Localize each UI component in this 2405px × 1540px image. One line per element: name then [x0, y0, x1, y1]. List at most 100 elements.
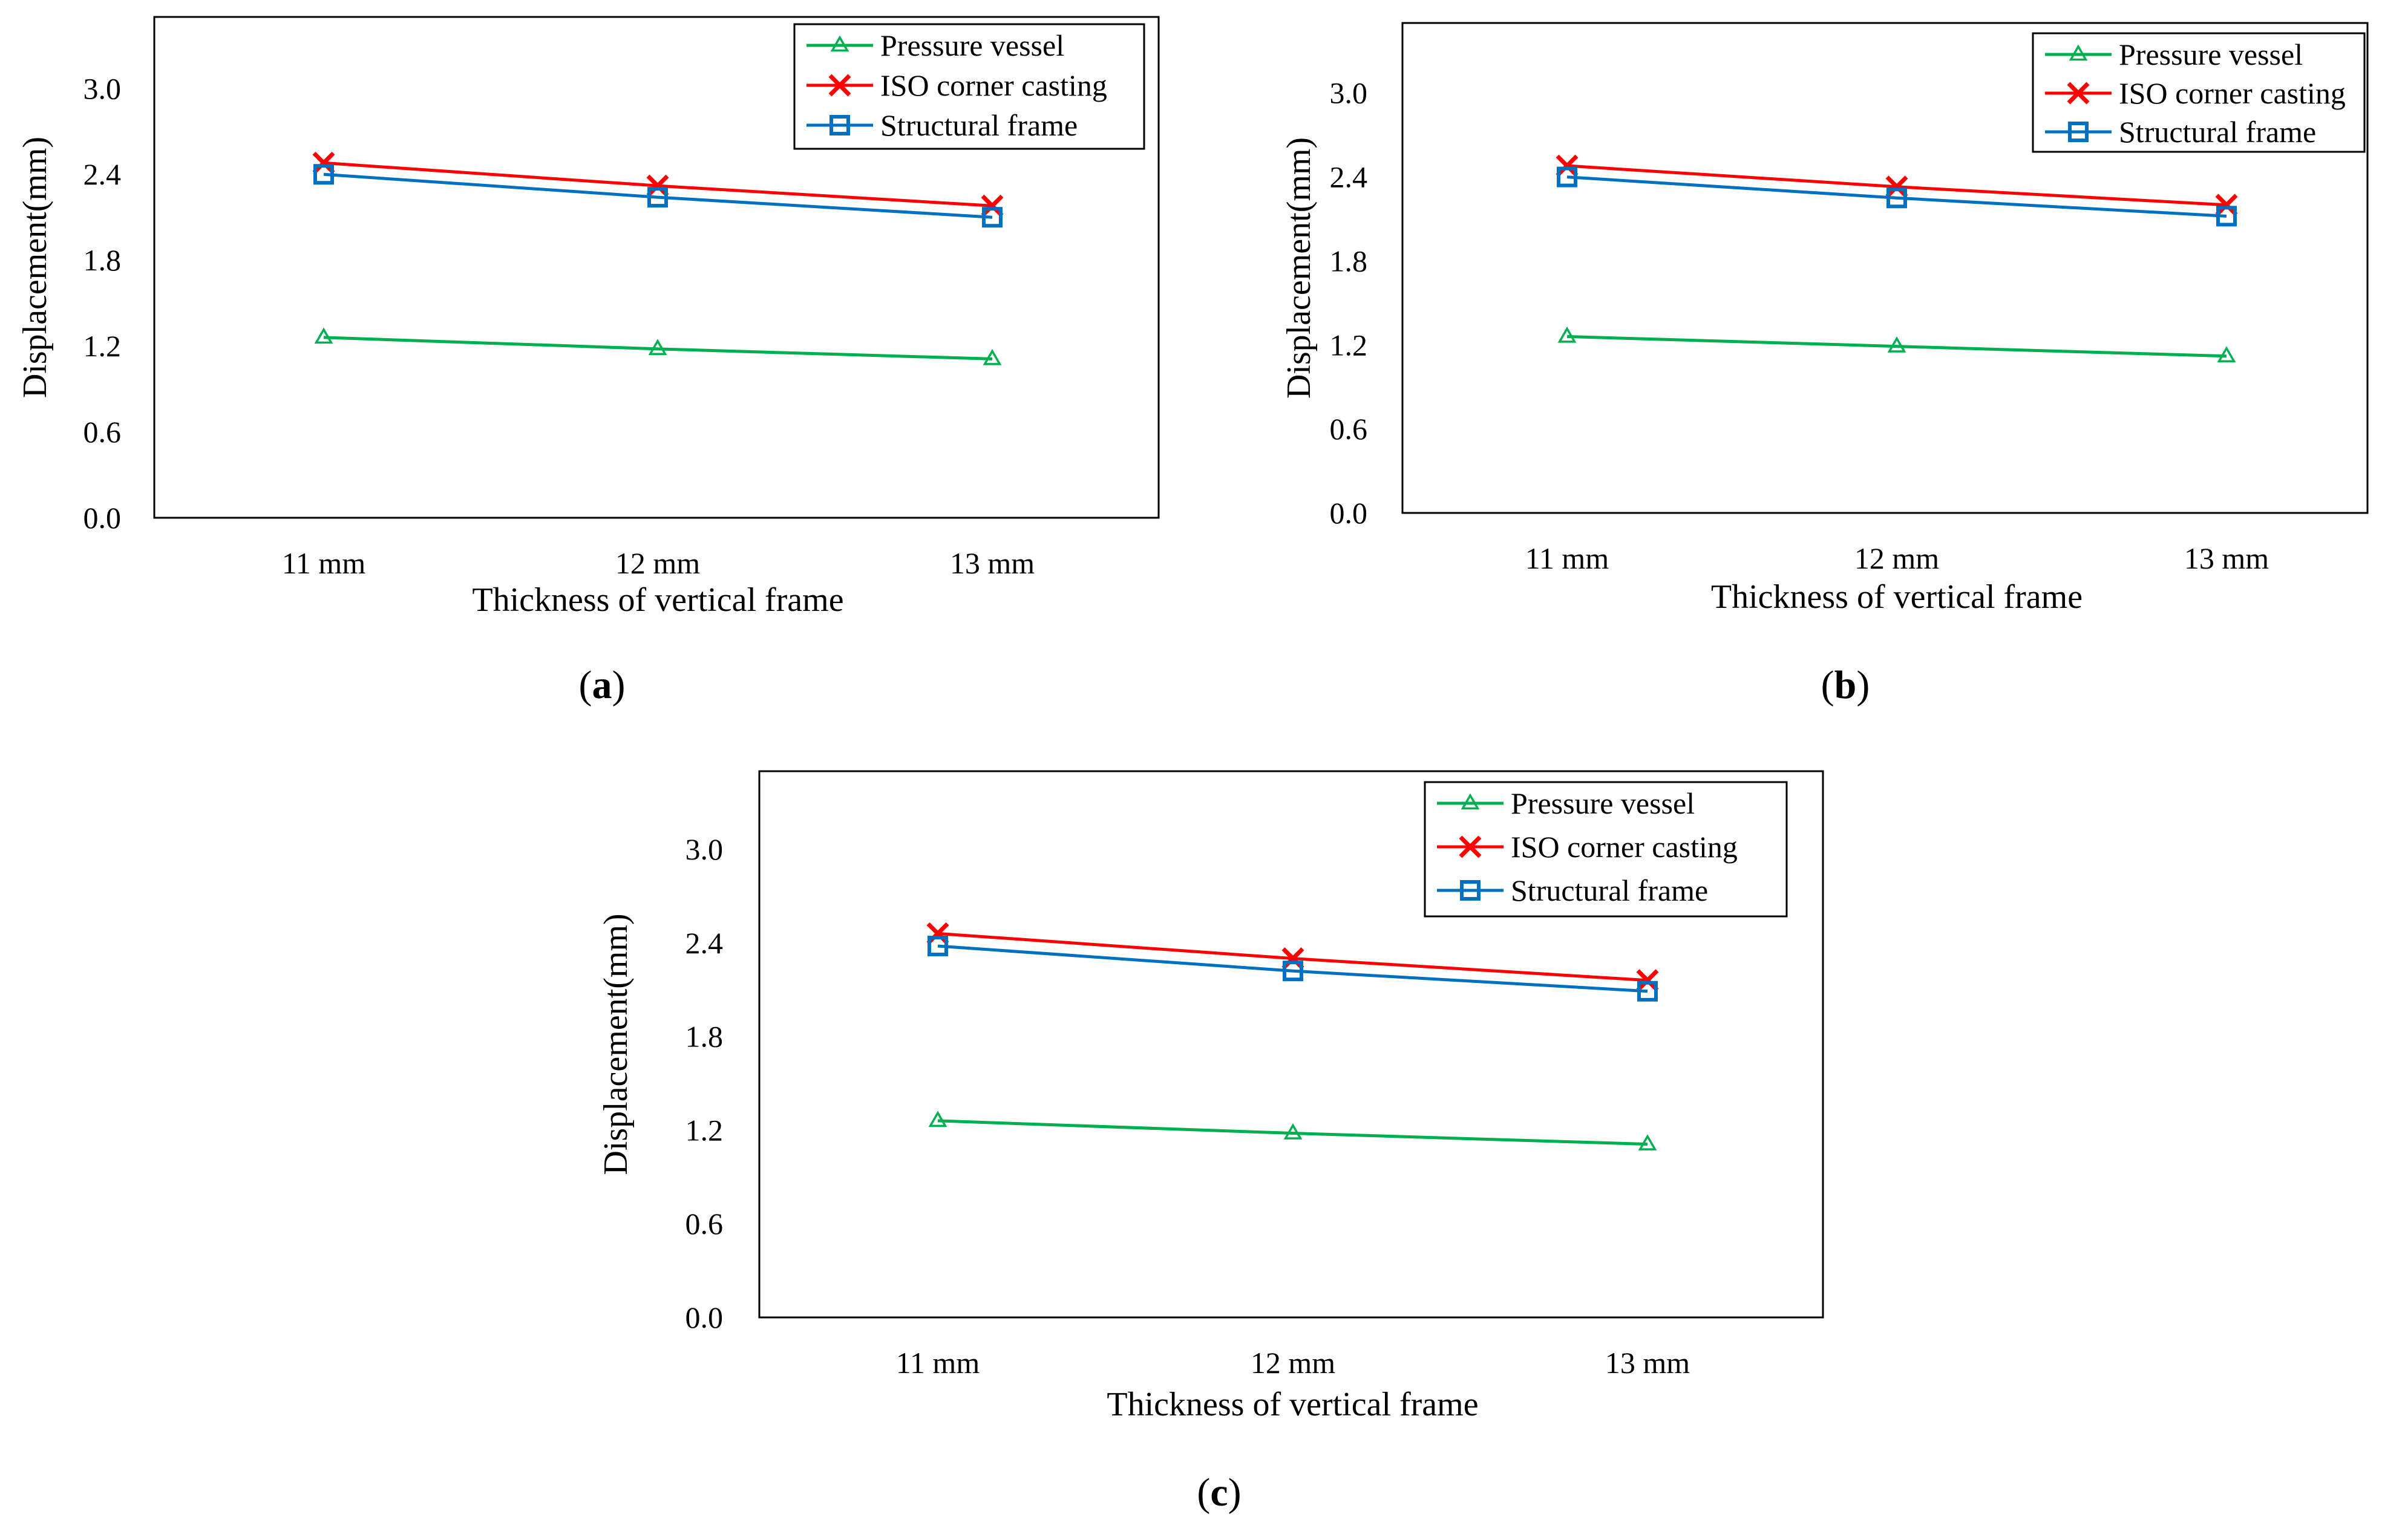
- x-tick-label: 11 mm: [896, 1346, 980, 1380]
- legend-label-pressure_vessel: Pressure vessel: [1511, 786, 1695, 820]
- y-tick-label: 2.4: [1330, 160, 1368, 194]
- legend-label-structural_frame: Structural frame: [2119, 115, 2316, 149]
- y-tick-label: 2.4: [686, 926, 724, 960]
- data-point-iso_corner_casting-stroke-2: [1281, 947, 1304, 970]
- legend-marker-iso_corner_casting-stroke-2: [828, 74, 851, 97]
- data-point-pressure_vessel: [1557, 326, 1577, 343]
- legend-marker-structural_frame: [1460, 880, 1481, 901]
- x-tick-label: 12 mm: [1854, 541, 1939, 575]
- legend-marker-iso_corner_casting-stroke-2: [2067, 82, 2090, 105]
- y-tick-label: 0.0: [83, 501, 122, 535]
- data-point-iso_corner_casting-stroke-2: [926, 922, 949, 945]
- y-tick-label: 0.0: [686, 1300, 724, 1334]
- data-point-iso_corner_casting: [926, 922, 949, 945]
- y-tick-label: 3.0: [1330, 76, 1368, 110]
- legend-label-pressure_vessel: Pressure vessel: [880, 28, 1064, 62]
- legend-marker-iso_corner_casting: [2067, 82, 2090, 105]
- y-tick-label: 3.0: [83, 71, 122, 105]
- data-point-pressure_vessel: [1887, 336, 1906, 353]
- data-point-structural_frame: [1886, 188, 1907, 209]
- y-tick-label: 1.2: [1330, 328, 1368, 362]
- legend-marker-structural_frame: [829, 115, 850, 135]
- chart-a: 0.0 0.6 1.2 1.8 2.4 3.0 11 mm 12 mm 13 mm Thickne…: [16, 16, 1160, 619]
- data-point-structural_frame: [982, 207, 1003, 228]
- caption-c: (c): [1197, 1470, 1242, 1515]
- data-point-pressure_vessel: [2217, 346, 2236, 362]
- data-point-iso_corner_casting: [1885, 175, 1908, 198]
- x-tick-label: 13 mm: [950, 546, 1035, 580]
- x-tick-label: 13 mm: [1605, 1346, 1690, 1380]
- legend-marker-pressure_vessel: [830, 35, 849, 52]
- data-point-iso_corner_casting-stroke-2: [1636, 969, 1659, 992]
- y-tick-label: 2.4: [83, 157, 122, 191]
- data-point-structural_frame: [313, 164, 334, 185]
- series-line-pressure_vessel: [323, 336, 993, 361]
- data-point-structural_frame: [2216, 206, 2237, 227]
- series-line-structural_frame: [323, 172, 993, 219]
- x-axis-label: Thickness of vertical frame: [1711, 578, 2083, 616]
- legend-marker-pressure_vessel: [2069, 44, 2088, 61]
- caption-b: (b): [1821, 663, 1870, 707]
- data-point-iso_corner_casting: [1556, 154, 1579, 177]
- data-point-structural_frame: [647, 187, 668, 208]
- data-point-iso_corner_casting: [1636, 969, 1659, 992]
- data-point-iso_corner_casting-stroke-2: [2215, 194, 2238, 217]
- series-line-pressure_vessel: [1566, 334, 2227, 358]
- series-line-structural_frame: [937, 944, 1648, 993]
- plot-area: [758, 770, 1824, 1319]
- legend-marker-pressure_vessel: [1461, 793, 1480, 810]
- data-point-iso_corner_casting-stroke-2: [1885, 175, 1908, 198]
- data-point-structural_frame: [1637, 980, 1658, 1002]
- data-point-structural_frame: [928, 935, 948, 956]
- y-axis-label: Displacement(mm): [1280, 137, 1318, 399]
- legend: Pressure vessel ISO corner casting Structu…: [1424, 781, 1788, 918]
- y-tick-label: 0.0: [1330, 496, 1368, 530]
- x-tick-label: 12 mm: [1251, 1346, 1335, 1380]
- data-point-iso_corner_casting-stroke-2: [312, 151, 335, 174]
- y-tick-label: 3.0: [686, 832, 724, 866]
- legend-label-iso_corner_casting: ISO corner casting: [2119, 76, 2346, 110]
- y-tick-label: 1.8: [83, 243, 122, 277]
- chart-c: 0.0 0.6 1.2 1.8 2.4 3.0 11 mm 12 mm 13 mm Thickne…: [597, 770, 1824, 1423]
- legend-label-structural_frame: Structural frame: [1511, 873, 1708, 907]
- x-axis-label: Thickness of vertical frame: [1107, 1386, 1478, 1423]
- data-point-pressure_vessel: [1638, 1134, 1657, 1150]
- x-tick-label: 11 mm: [1525, 541, 1609, 575]
- data-point-iso_corner_casting: [2215, 194, 2238, 217]
- y-tick-label: 1.2: [686, 1113, 724, 1147]
- y-axis-label: Displacement(mm): [16, 137, 54, 398]
- x-axis-label: Thickness of vertical frame: [472, 581, 843, 619]
- legend-marker-structural_frame: [2068, 122, 2089, 142]
- data-point-iso_corner_casting: [981, 194, 1004, 217]
- data-point-pressure_vessel: [314, 327, 333, 344]
- y-tick-label: 0.6: [686, 1207, 724, 1241]
- y-tick-label: 0.6: [83, 415, 122, 449]
- y-tick-label: 1.2: [83, 329, 122, 363]
- data-point-pressure_vessel: [928, 1111, 947, 1127]
- series-line-pressure_vessel: [937, 1119, 1648, 1146]
- legend-label-iso_corner_casting: ISO corner casting: [1511, 830, 1738, 864]
- plot-area: [1401, 22, 2369, 514]
- plot-area: [153, 16, 1160, 519]
- caption-a: (a): [578, 663, 626, 707]
- y-tick-label: 1.8: [686, 1020, 724, 1054]
- data-point-iso_corner_casting: [646, 174, 669, 197]
- y-tick-label: 0.6: [1330, 412, 1368, 446]
- data-point-structural_frame: [1283, 961, 1303, 982]
- series-line-structural_frame: [1566, 175, 2227, 218]
- legend: Pressure vessel ISO corner casting Structu…: [2032, 32, 2366, 153]
- legend-label-iso_corner_casting: ISO corner casting: [880, 68, 1107, 102]
- legend-marker-iso_corner_casting: [1459, 835, 1482, 858]
- legend-label-structural_frame: Structural frame: [880, 108, 1078, 142]
- data-point-pressure_vessel: [983, 348, 1002, 365]
- x-tick-label: 11 mm: [282, 546, 366, 580]
- data-point-iso_corner_casting: [312, 151, 335, 174]
- legend-marker-iso_corner_casting-stroke-2: [1459, 835, 1482, 858]
- data-point-pressure_vessel: [648, 339, 667, 356]
- data-point-iso_corner_casting-stroke-2: [646, 174, 669, 197]
- legend-marker-iso_corner_casting: [828, 74, 851, 97]
- data-point-iso_corner_casting-stroke-2: [1556, 154, 1579, 177]
- data-point-iso_corner_casting-stroke-2: [981, 194, 1004, 217]
- y-tick-label: 1.8: [1330, 244, 1368, 278]
- data-point-pressure_vessel: [1283, 1123, 1303, 1140]
